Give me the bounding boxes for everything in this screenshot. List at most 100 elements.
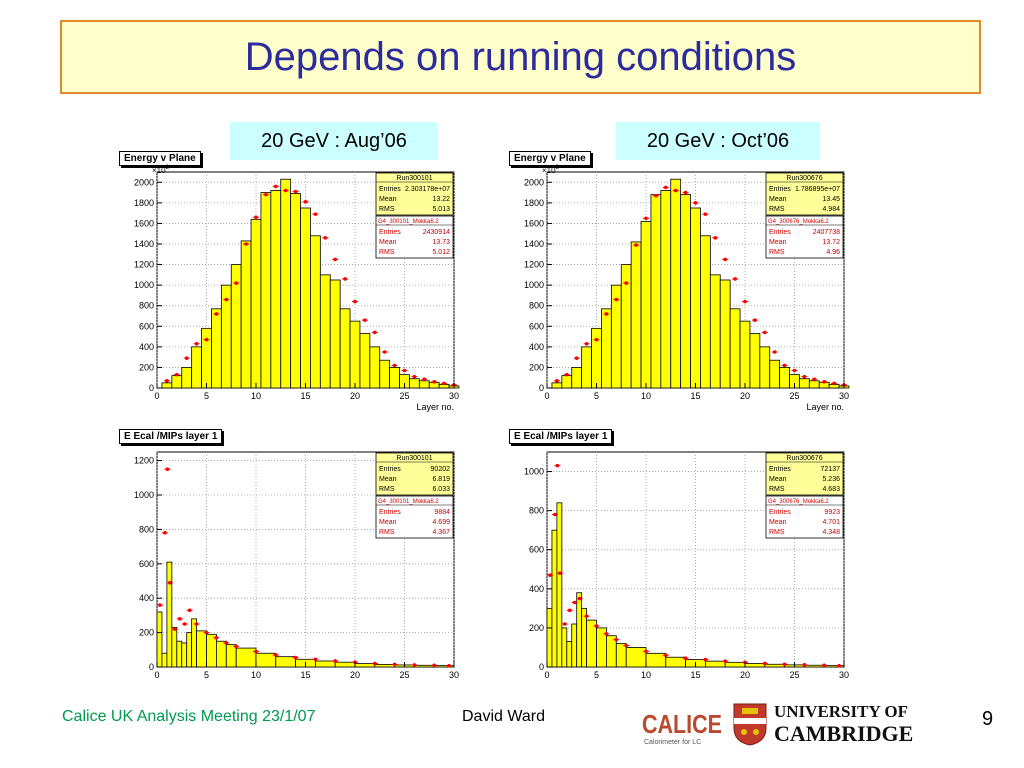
histogram-bar: [744, 663, 766, 668]
data-point: [782, 662, 787, 667]
histogram-bar: [551, 382, 563, 389]
histogram-bar: [566, 641, 573, 668]
histogram-bar: [260, 192, 272, 389]
stats-mc-key: Entries: [769, 186, 791, 193]
stats-mc-value: 5.236: [822, 476, 840, 483]
y-tick-label: 600: [139, 321, 154, 331]
data-point: [594, 337, 599, 342]
x-tick-label: 30: [839, 670, 849, 680]
histogram-bar: [724, 661, 746, 668]
y-tick-label: 800: [139, 524, 154, 534]
stats-data-key: Entries: [769, 229, 791, 236]
x-tick-label: 15: [300, 391, 310, 401]
histogram-bar: [206, 633, 217, 668]
x-tick-label: 30: [839, 391, 849, 401]
data-point: [703, 212, 708, 216]
histogram-bar: [176, 640, 183, 668]
y-tick-label: 800: [139, 301, 154, 311]
x-tick-label: 5: [204, 670, 209, 680]
stats-box-mc: [765, 452, 844, 496]
plot-title-ecal-aug: E Ecal /MIPs layer 1: [119, 429, 223, 444]
stats-box-mc: [375, 172, 454, 216]
data-point: [723, 659, 727, 663]
data-point: [555, 379, 559, 383]
y-tick-label: 400: [139, 342, 154, 352]
stats-mc-key: Mean: [769, 196, 787, 203]
data-point: [333, 257, 337, 262]
stats-data-value: 5.012: [432, 249, 450, 256]
data-point: [802, 374, 807, 379]
data-point: [624, 643, 628, 648]
y-tick-label: 1200: [134, 260, 154, 270]
data-point: [382, 350, 387, 354]
histogram-bar: [201, 327, 212, 389]
y-tick-label: 200: [529, 623, 544, 633]
data-point: [604, 312, 609, 316]
histogram-bar: [181, 642, 188, 668]
y-tick-label: 0: [149, 383, 154, 393]
histogram-bar: [546, 607, 553, 668]
slide-title-box: Depends on running conditions: [60, 20, 981, 94]
slide-title: Depends on running conditions: [244, 34, 797, 79]
data-point: [194, 622, 199, 626]
data-point: [822, 380, 826, 384]
y-tick-label: 2000: [134, 177, 154, 187]
y-tick-label: 600: [139, 559, 154, 569]
data-point: [234, 281, 238, 285]
stats-data-key: Mean: [769, 519, 787, 526]
data-point: [204, 337, 209, 342]
histogram-bar: [601, 308, 612, 389]
data-point: [204, 630, 209, 635]
stats-mc-value: 4.683: [822, 486, 840, 493]
stats-data-value: 4.701: [822, 519, 840, 526]
data-point: [392, 662, 397, 667]
histogram-bar: [379, 359, 391, 389]
footer-author: David Ward: [462, 708, 545, 725]
data-point: [693, 201, 698, 205]
histogram-bar: [799, 378, 810, 389]
stats-mc-value: 4.984: [822, 206, 840, 213]
data-point: [594, 624, 599, 628]
histogram-bar: [329, 279, 341, 389]
x-tick-label: 25: [789, 391, 799, 401]
stats-run-label: Run300676: [786, 175, 822, 182]
histogram-bar: [181, 367, 193, 389]
data-point: [254, 215, 258, 220]
y-tick-label: 400: [529, 342, 544, 352]
data-point: [343, 277, 347, 281]
y-tick-label: 0: [149, 662, 154, 672]
histogram-bar: [418, 380, 430, 389]
cambridge-logo: UNIVERSITY OF CAMBRIDGE: [732, 702, 936, 746]
data-point: [664, 185, 668, 190]
plot-title-energy-aug: Energy v Plane: [119, 151, 201, 166]
chart-energy-v-plane-oct06: 0 5 10 15 20 25 30 0 200 400 600 800 1000 1200 1400 160…: [524, 165, 850, 412]
stats-box-mc: [375, 452, 454, 496]
data-point: [664, 653, 668, 658]
data-point: [604, 631, 609, 636]
x-tick-label: 20: [350, 670, 360, 680]
histogram-bar: [561, 375, 573, 389]
data-point: [447, 663, 451, 668]
data-point: [293, 655, 298, 660]
histogram-bar: [191, 346, 202, 389]
data-point: [333, 659, 337, 663]
stats-mc-value: 5.013: [432, 206, 450, 213]
stats-data-value: 13.73: [432, 239, 450, 246]
histogram-bar: [166, 561, 173, 668]
histogram-bar: [409, 378, 420, 389]
stats-mc-value: 90202: [431, 466, 451, 473]
data-point: [723, 257, 727, 262]
stats-data-key: RMS: [379, 249, 395, 256]
data-point: [373, 661, 377, 666]
data-point: [733, 277, 737, 281]
x-tick-label: 25: [399, 391, 409, 401]
y-tick-label: 600: [529, 545, 544, 555]
caption-aug06: 20 GeV : Aug’06: [230, 122, 438, 160]
data-point: [194, 341, 199, 346]
data-point: [173, 627, 177, 631]
histogram-bar: [571, 623, 578, 668]
data-point: [353, 299, 357, 304]
histogram-bar: [235, 647, 257, 668]
stats-data-key: Mean: [379, 239, 397, 246]
stats-data-key: RMS: [379, 529, 395, 536]
